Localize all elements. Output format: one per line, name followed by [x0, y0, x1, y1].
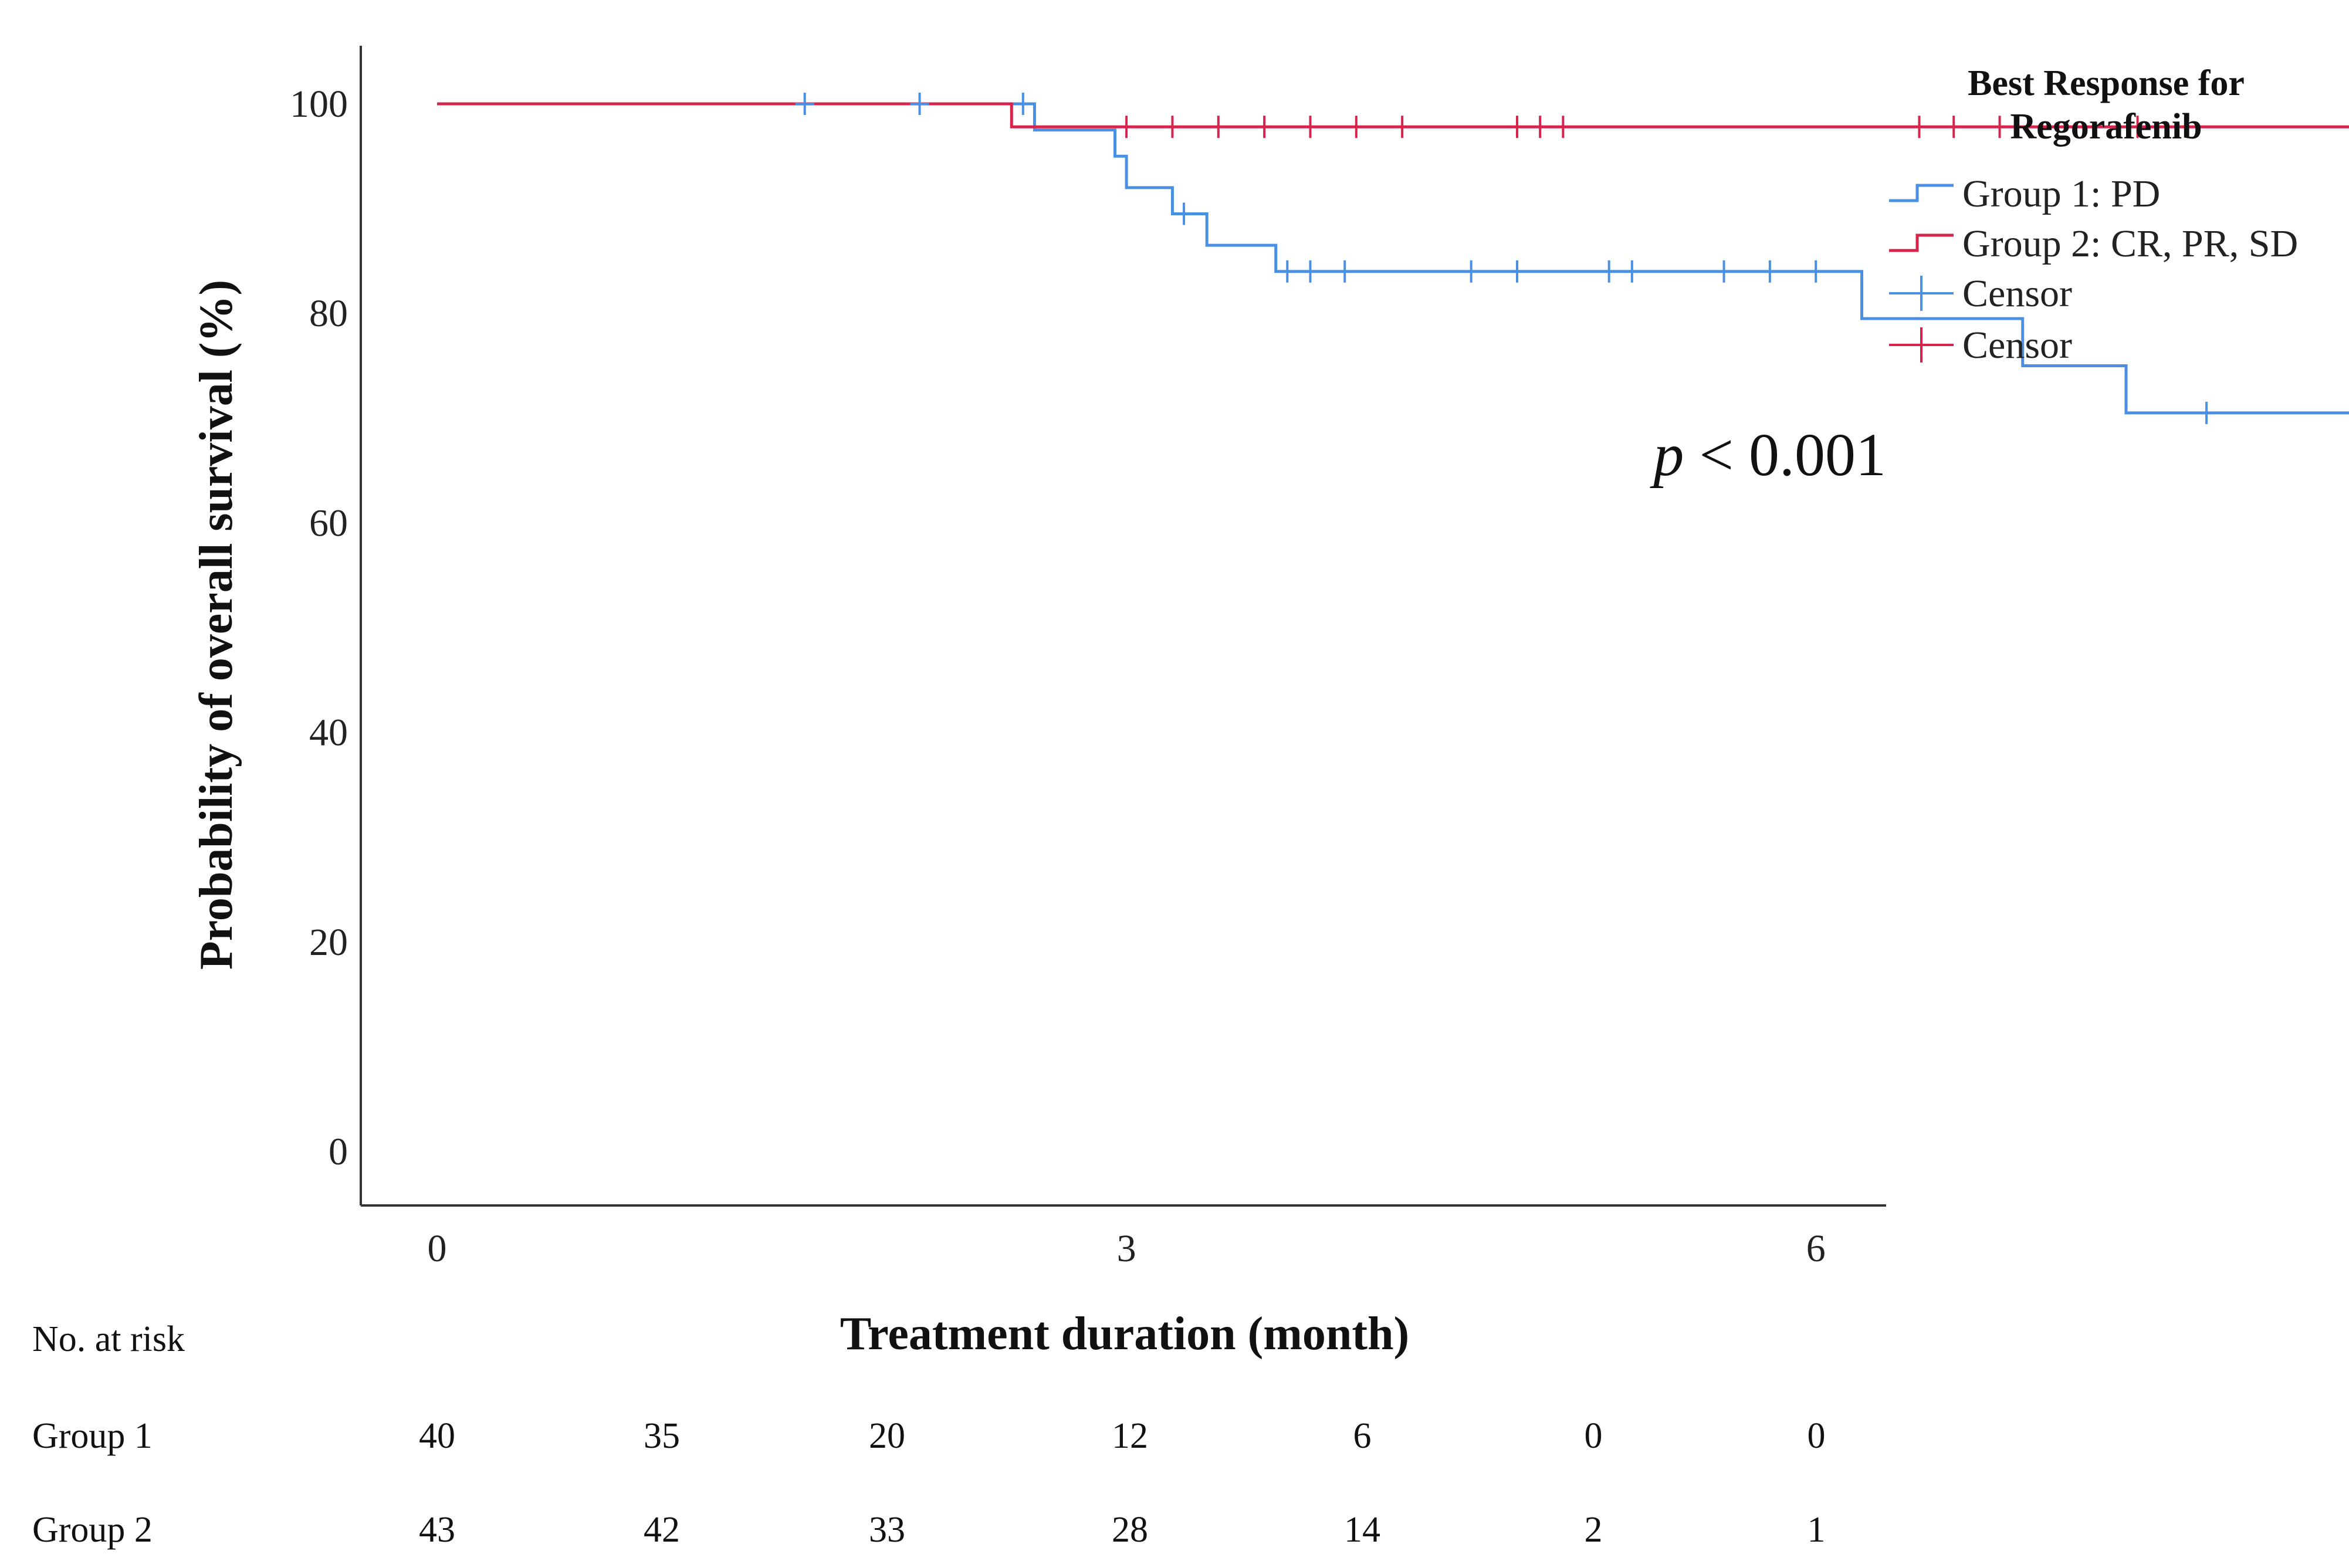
- censor-mark-group-1: [2197, 401, 2216, 424]
- censor-mark-group-1: [1599, 260, 1619, 283]
- censor-mark-group-1: [795, 93, 814, 115]
- legend-label-2: Group 2: CR, PR, SD: [1962, 222, 2298, 265]
- risk-cell: 2: [1585, 1510, 1603, 1550]
- y-tick-label: 40: [309, 712, 348, 754]
- risk-cell: 12: [1112, 1416, 1148, 1456]
- censor-mark-group-1: [1335, 260, 1355, 283]
- p-value-annotation: p < 0.001: [1649, 421, 1886, 489]
- censor-mark-group-2: [1255, 116, 1274, 138]
- risk-cell: 0: [1808, 1416, 1826, 1456]
- x-tick-label: 0: [428, 1227, 447, 1270]
- censor-mark-group-2: [1531, 116, 1550, 138]
- censor-mark-group-2: [1209, 116, 1228, 138]
- risk-table-rows: Group 1 40 35 20 12 6 0 0 Group 2 43 42 33 28 14 2 1: [32, 1416, 1826, 1550]
- legend-swatch-step-1: [1889, 184, 1954, 202]
- censor-mark-group-1: [1013, 93, 1033, 115]
- p-value-text: < 0.001: [1684, 421, 1886, 489]
- censor-mark-group-1: [1507, 260, 1526, 283]
- legend-title-line-1: Best Response for: [1968, 63, 2245, 103]
- censor-mark-group-2: [1990, 116, 2009, 138]
- risk-cell: 20: [869, 1416, 905, 1456]
- risk-row-label: Group 1: [32, 1416, 153, 1456]
- legend-swatch-censor-4: [1889, 327, 1954, 363]
- y-tick-label: 0: [329, 1130, 348, 1173]
- risk-cell: 43: [419, 1510, 455, 1550]
- y-tick-label: 20: [309, 921, 348, 964]
- x-axis-ticks: 0369121518: [428, 1227, 1826, 1270]
- censor-mark-group-1: [1461, 260, 1481, 283]
- risk-cell: 1: [1808, 1510, 1826, 1550]
- censor-mark-group-1: [1622, 260, 1641, 283]
- risk-cell: 28: [1112, 1510, 1148, 1550]
- censor-mark-group-2: [1944, 116, 1964, 138]
- censor-mark-group-2: [1393, 116, 1412, 138]
- censor-mark-group-2: [1117, 116, 1136, 138]
- censor-mark-group-1: [1174, 202, 1194, 225]
- censor-mark-group-2: [2128, 116, 2147, 138]
- risk-cell: 0: [1585, 1416, 1603, 1456]
- censor-mark-group-1: [1760, 260, 1779, 283]
- y-axis-ticks: 0 20 40 60 80 100: [290, 83, 348, 1173]
- x-tick-label: 6: [1806, 1227, 1826, 1270]
- censor-mark-group-2: [1507, 116, 1526, 138]
- censor-mark-group-1: [910, 93, 929, 115]
- censor-mark-group-2: [1910, 116, 1929, 138]
- censor-marks: [795, 93, 2216, 424]
- p-value-symbol: p: [1649, 421, 1684, 489]
- censor-mark-group-1: [1301, 260, 1320, 283]
- risk-row-label: Group 2: [32, 1510, 153, 1550]
- censor-mark-group-1: [1278, 260, 1297, 283]
- risk-cell: 42: [644, 1510, 680, 1550]
- risk-cell: 6: [1353, 1416, 1372, 1456]
- legend-swatch-censor-3: [1889, 276, 1954, 311]
- axes: [360, 46, 1886, 1207]
- y-tick-label: 80: [309, 292, 348, 335]
- risk-cell: 40: [419, 1416, 455, 1456]
- censor-mark-group-1: [1806, 260, 1826, 283]
- risk-table-header: No. at risk: [32, 1319, 185, 1359]
- survival-curve-group-1: [437, 102, 2349, 415]
- legend-title-line-2: Regorafenib: [2010, 107, 2202, 147]
- censor-mark-group-2: [1163, 116, 1182, 138]
- risk-cell: 14: [1344, 1510, 1380, 1550]
- legend-swatch-step-2: [1889, 233, 1954, 252]
- legend-entries: Group 1: PD Group 2: CR, PR, SD Censor Cens…: [1889, 172, 2298, 367]
- x-tick-label: 3: [1117, 1227, 1136, 1270]
- legend: Best Response for Regorafenib Group 1: P…: [1889, 63, 2298, 367]
- y-tick-label: 60: [309, 502, 348, 544]
- censor-mark-group-1: [1714, 260, 1734, 283]
- y-tick-label: 100: [290, 83, 348, 126]
- x-axis-title: Treatment duration (month): [840, 1308, 1409, 1360]
- censor-mark-group-2: [1346, 116, 1366, 138]
- legend-label-3: Censor: [1962, 272, 2072, 315]
- y-axis-title: Probability of overall survival (%): [191, 280, 242, 970]
- risk-cell: 33: [869, 1510, 905, 1550]
- censor-mark-group-2: [1553, 116, 1573, 138]
- legend-label-1: Group 1: PD: [1962, 172, 2160, 215]
- risk-cell: 35: [644, 1416, 680, 1456]
- legend-label-4: Censor: [1962, 324, 2072, 367]
- censor-mark-group-2: [1301, 116, 1320, 138]
